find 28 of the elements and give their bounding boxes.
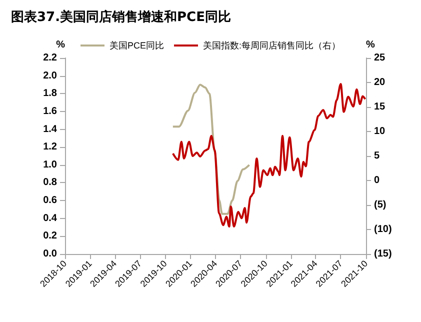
y2-tick-label: (10) bbox=[374, 224, 392, 235]
y-tick-label: 2.2 bbox=[43, 52, 58, 64]
y-tick-label: 0.0 bbox=[43, 248, 58, 260]
y-tick-label: 0.6 bbox=[43, 195, 58, 206]
y2-tick-label: 20 bbox=[374, 77, 386, 88]
line-series bbox=[172, 84, 250, 215]
line-series bbox=[172, 82, 366, 228]
y2-tick-label: (15) bbox=[374, 248, 392, 260]
y-tick-label: 2.0 bbox=[43, 70, 58, 82]
y-tick-label: 0.2 bbox=[43, 230, 58, 242]
y2-axis-title: % bbox=[366, 40, 375, 50]
chart-title: 图表37.美国同店销售增速和PCE同比 bbox=[11, 9, 231, 25]
legend-label: 美国PCE同比 bbox=[109, 40, 164, 50]
y2-tick-label: 25 bbox=[374, 52, 386, 64]
y-tick-label: 1.4 bbox=[43, 124, 58, 135]
y-tick-label: 0.8 bbox=[43, 177, 58, 188]
y-tick-label: 1.2 bbox=[43, 142, 58, 153]
y2-tick-label: 10 bbox=[374, 126, 386, 137]
y-tick-label: 0.4 bbox=[43, 212, 58, 224]
y-tick-label: 1.8 bbox=[43, 88, 58, 100]
y2-tick-label: 0 bbox=[374, 175, 380, 186]
y-axis-title: % bbox=[56, 40, 66, 50]
y2-tick-label: 15 bbox=[374, 102, 386, 112]
y-tick-label: 1.6 bbox=[43, 106, 58, 117]
legend-label: 美国指数:每周同店销售同比（右） bbox=[203, 40, 341, 50]
y2-tick-label: (5) bbox=[374, 200, 386, 210]
y2-tick-label: 5 bbox=[374, 150, 380, 162]
y-tick-label: 1.0 bbox=[43, 159, 58, 170]
